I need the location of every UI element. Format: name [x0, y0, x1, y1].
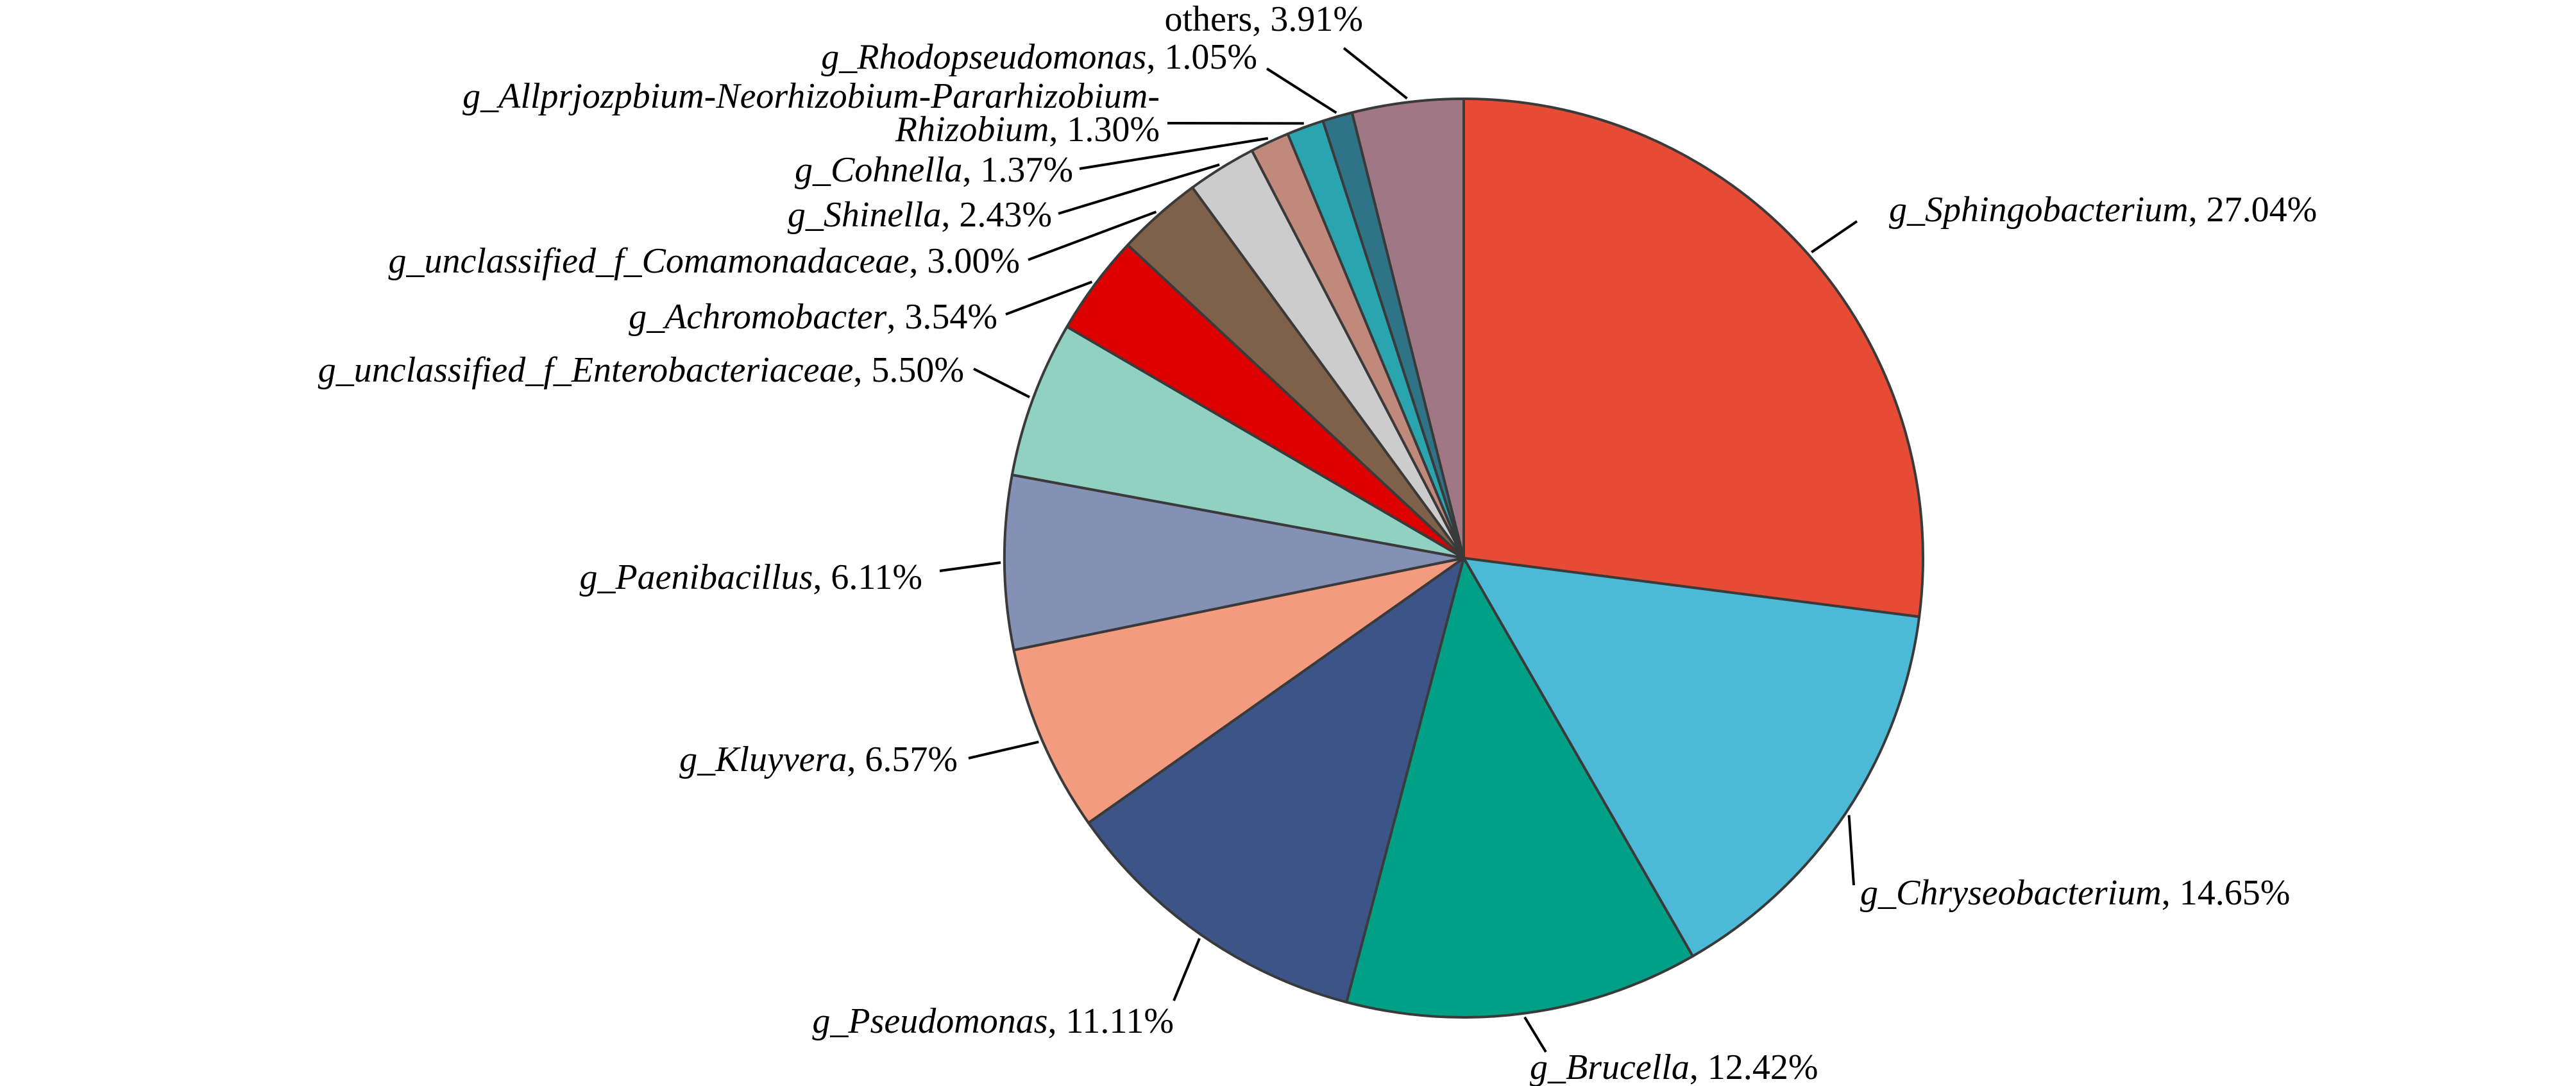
- pie-slice-g-sphingobacterium: [1462, 98, 1924, 618]
- slice-label: g_Pseudomonas, 11.11%: [812, 1001, 1174, 1041]
- leader-line: [939, 561, 1001, 572]
- slice-label: g_Kluyvera, 6.57%: [679, 740, 958, 779]
- pie-slice-g-pseudomonas: [1087, 557, 1465, 1004]
- leader-line: [1811, 220, 1858, 253]
- slice-label: g_Chryseobacterium, 14.65%: [1860, 873, 2290, 913]
- pie-slice-g-paenibacillus: [1003, 473, 1465, 652]
- slice-label: g_Cohnella, 1.37%: [795, 150, 1073, 190]
- leader-line: [973, 368, 1030, 398]
- pie-slice-g-kluyvera: [1012, 557, 1465, 824]
- leader-line: [1847, 815, 1855, 886]
- leader-line: [1523, 1016, 1547, 1053]
- slice-label: g_Achromobacter, 3.54%: [629, 297, 997, 337]
- pie-slices: [1003, 98, 1924, 1019]
- leader-line: [1173, 938, 1201, 1001]
- leader-line: [1028, 210, 1157, 261]
- slice-label: Rhizobium, 1.30%: [895, 110, 1160, 149]
- pie-slice-g-brucella: [1345, 557, 1695, 1019]
- slice-label: g_Paenibacillus, 6.11%: [579, 557, 922, 597]
- leader-line: [1343, 47, 1408, 100]
- slice-label: g_unclassified_f_Enterobacteriaceae, 5.5…: [318, 350, 964, 390]
- pie-slice-g-unclassified-f-enterobacteriaceae: [1010, 325, 1465, 559]
- slice-label: g_Sphingobacterium, 27.04%: [1889, 190, 2317, 230]
- slice-label: g_unclassified_f_Comamonadaceae, 3.00%: [388, 241, 1020, 281]
- slice-label: g_Rhodopseudomonas, 1.05%: [821, 37, 1257, 77]
- leader-line: [968, 740, 1039, 759]
- leader-line: [1058, 163, 1220, 215]
- pie-slice-g-chryseobacterium: [1462, 557, 1921, 958]
- slice-label: others, 3.91%: [1164, 0, 1363, 39]
- pie-slice-others: [1350, 98, 1465, 559]
- slice-label: g_Brucella, 12.42%: [1530, 1048, 1818, 1086]
- pie-labels: g_Sphingobacterium, 27.04% g_Chryseobacte…: [318, 0, 2318, 1086]
- slice-label: g_Allprjozpbium-Neorhizobium-Pararhizobi…: [462, 76, 1160, 116]
- leader-line: [1005, 280, 1093, 316]
- slice-label: g_Shinella, 2.43%: [788, 195, 1052, 235]
- leader-line: [1079, 137, 1269, 170]
- pie-leader-lines: [939, 47, 1858, 1053]
- leader-line: [1266, 67, 1337, 114]
